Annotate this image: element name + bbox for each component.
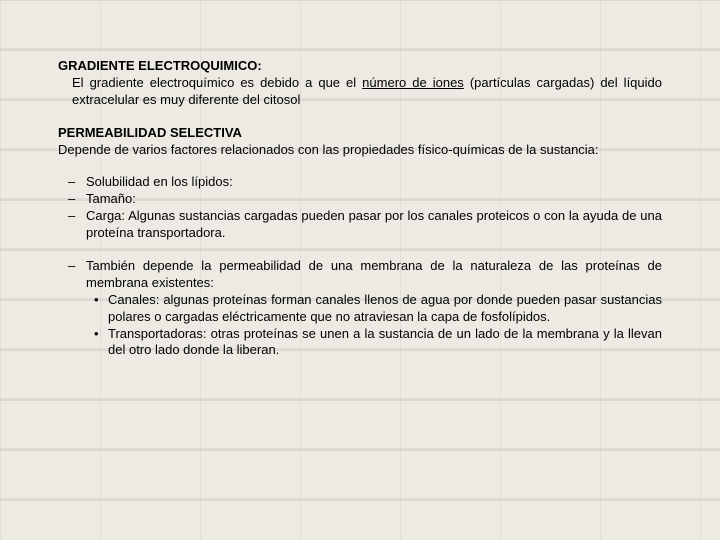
list-item-tamano: Tamaño: — [58, 191, 662, 208]
gradiente-link[interactable]: número de iones — [362, 75, 464, 90]
permeabilidad-body: Depende de varios factores relacionados … — [58, 142, 662, 159]
list-item-canales: Canales: algunas proteínas forman canale… — [86, 292, 662, 326]
list-item-tambien: También depende la permeabilidad de una … — [58, 258, 662, 359]
gradiente-text-before: El gradiente electroquímico es debido a … — [72, 75, 362, 90]
list-membrana: También depende la permeabilidad de una … — [58, 258, 662, 359]
bullet-list: Canales: algunas proteínas forman canale… — [86, 292, 662, 360]
section-permeabilidad: PERMEABILIDAD SELECTIVA Depende de vario… — [58, 125, 662, 159]
dash-list-1: Solubilidad en los lípidos: Tamaño: Carg… — [58, 174, 662, 242]
permeabilidad-body-text: Depende de varios factores relacionados … — [58, 142, 599, 157]
list-item-solubilidad: Solubilidad en los lípidos: — [58, 174, 662, 191]
permeabilidad-title: PERMEABILIDAD SELECTIVA — [58, 125, 662, 142]
gradiente-body: El gradiente electroquímico es debido a … — [58, 75, 662, 109]
list-item-carga: Carga: Algunas sustancias cargadas puede… — [58, 208, 662, 242]
list-factors: Solubilidad en los lípidos: Tamaño: Carg… — [58, 174, 662, 242]
dash-list-2: También depende la permeabilidad de una … — [58, 258, 662, 359]
list-item-transportadoras: Transportadoras: otras proteínas se unen… — [86, 326, 662, 360]
gradiente-title: GRADIENTE ELECTROQUIMICO: — [58, 58, 662, 75]
section-gradiente: GRADIENTE ELECTROQUIMICO: El gradiente e… — [58, 58, 662, 109]
tambien-text: También depende la permeabilidad de una … — [86, 258, 662, 290]
slide-content: GRADIENTE ELECTROQUIMICO: El gradiente e… — [58, 58, 662, 359]
